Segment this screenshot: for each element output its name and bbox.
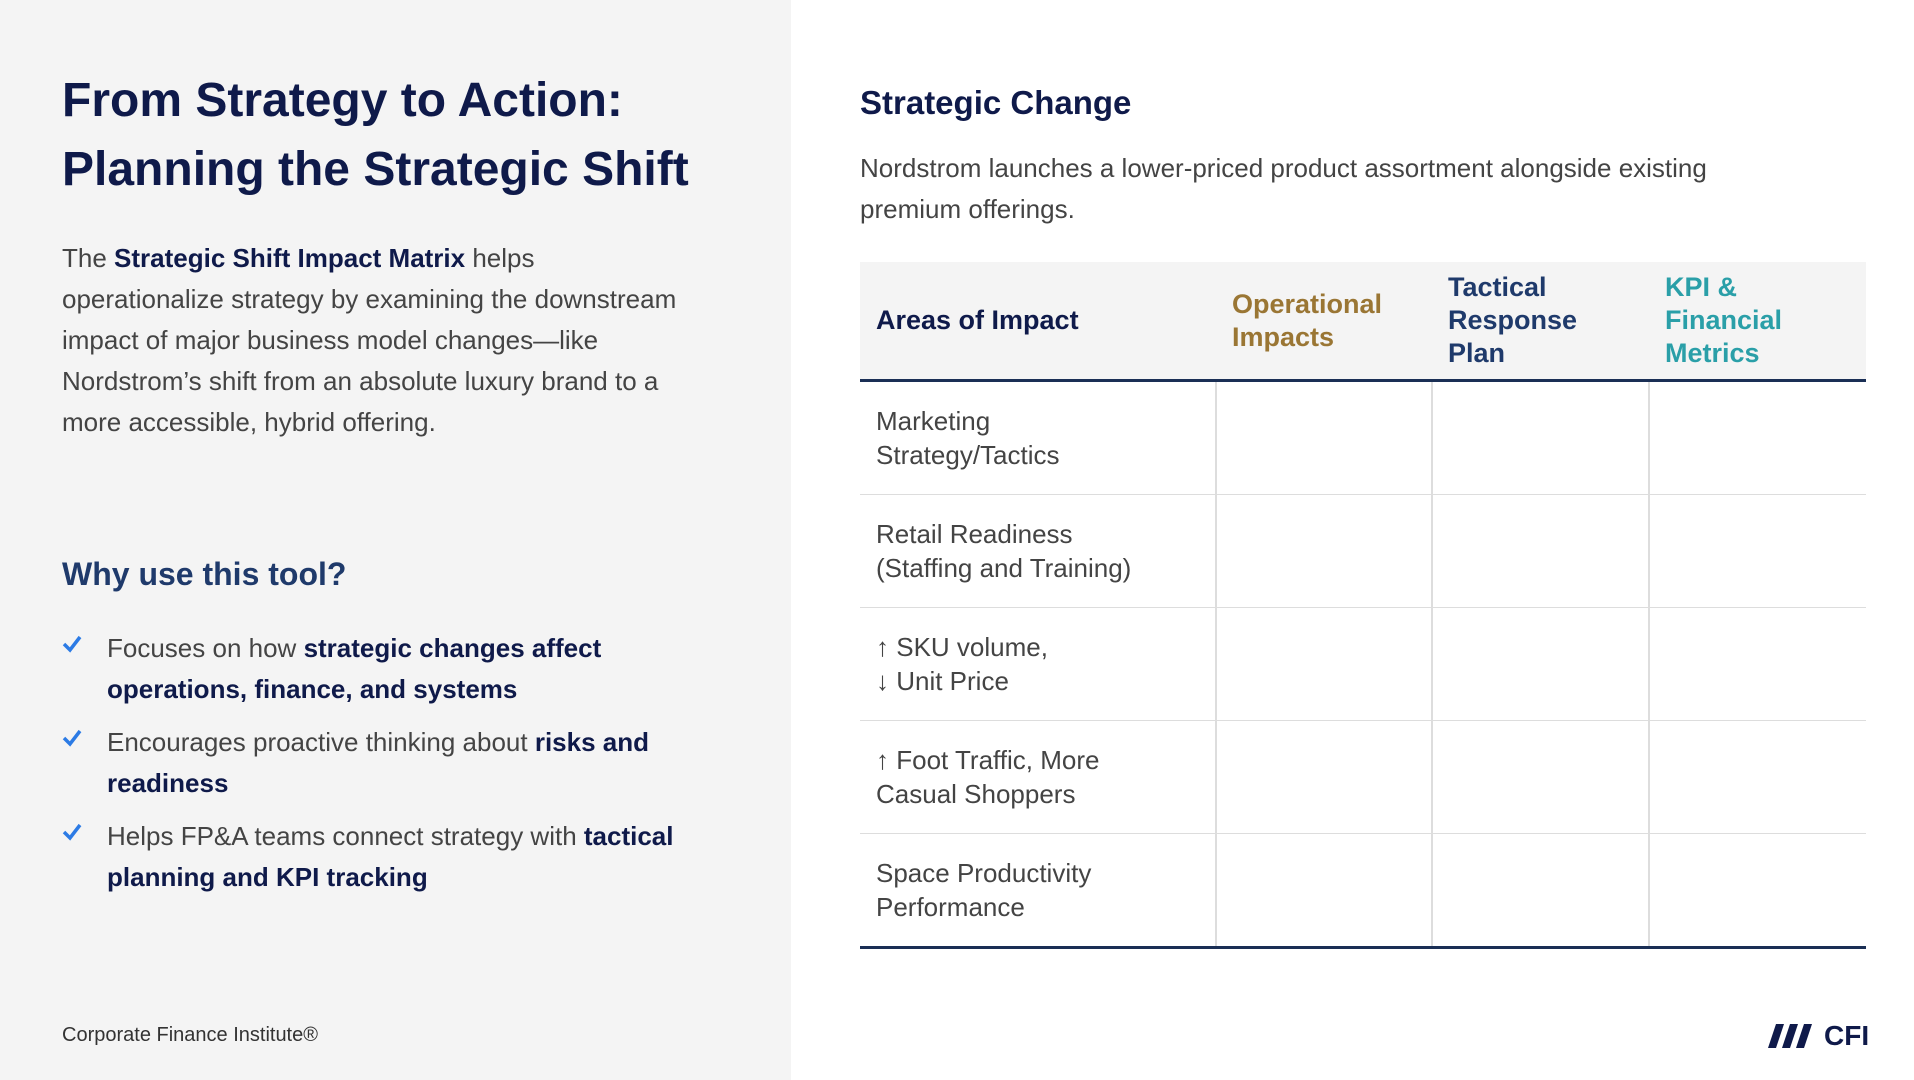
empty-cell xyxy=(1215,833,1432,949)
area-cell: Space Productivity Performance xyxy=(860,833,1216,949)
column-header: Operational Impacts xyxy=(1216,262,1432,382)
bullet: Encourages proactive thinking about risk… xyxy=(62,722,682,804)
table-row: Marketing Strategy/Tactics xyxy=(860,380,1866,495)
title: From Strategy to Action: Planning the St… xyxy=(62,66,689,204)
bullet-bold: risks and readiness xyxy=(107,727,650,798)
empty-cell xyxy=(1431,833,1649,949)
empty-cell xyxy=(1648,607,1866,721)
empty-cell xyxy=(1648,833,1866,949)
logo-mark xyxy=(1768,1024,1812,1048)
empty-cell xyxy=(1215,607,1432,721)
area-cell: ↑ SKU volume, ↓ Unit Price xyxy=(860,607,1216,721)
left-panel xyxy=(0,0,791,1080)
impact-matrix: Areas of Impact Operational Impacts Tactic… xyxy=(860,262,1866,949)
header-row: Areas of Impact Operational Impacts Tactic… xyxy=(860,262,1866,382)
check-icon xyxy=(62,823,82,841)
table-row: ↑ Foot Traffic, More Casual Shoppers xyxy=(860,720,1866,834)
empty-cell xyxy=(1431,720,1649,834)
empty-cell xyxy=(1431,380,1649,495)
area-cell: ↑ Foot Traffic, More Casual Shoppers xyxy=(860,720,1216,834)
empty-cell xyxy=(1431,607,1649,721)
section-heading: Why use this tool? xyxy=(62,556,347,592)
text: helps operationalize strategy by examini… xyxy=(62,243,677,437)
bullet-text: Focuses on how xyxy=(107,633,304,663)
bullet-text: Helps FP&A teams connect strategy with xyxy=(107,821,584,851)
empty-cell xyxy=(1215,494,1432,608)
area-cell: Retail Readiness (Staffing and Training) xyxy=(860,494,1216,608)
text: The xyxy=(62,243,115,273)
bullet-bold: strategic changes affect operations, fin… xyxy=(107,633,602,704)
bold-text: Strategic Shift Impact Matrix xyxy=(114,243,466,273)
bullet: Helps FP&A teams connect strategy with t… xyxy=(62,816,682,898)
description: Nordstrom launches a lower-priced produc… xyxy=(860,153,1707,224)
empty-cell xyxy=(1648,380,1866,495)
footer: Corporate Finance Institute® xyxy=(62,1024,318,1046)
empty-cell xyxy=(1431,494,1649,608)
section-heading: Strategic Change xyxy=(860,84,1132,121)
table-body: Marketing Strategy/Tactics Retail Readine… xyxy=(860,380,1866,949)
intro: The Strategic Shift Impact Matrix helps … xyxy=(62,238,682,443)
bullet-bold: tactical planning and KPI tracking xyxy=(107,821,674,892)
table-row: Retail Readiness (Staffing and Training) xyxy=(860,494,1866,608)
empty-cell xyxy=(1215,720,1432,834)
column-header: KPI & Financial Metrics xyxy=(1649,262,1866,382)
bullet-text: Encourages proactive thinking about xyxy=(107,727,535,757)
title-line: From Strategy to Action: xyxy=(62,74,623,127)
column-header: Areas of Impact xyxy=(860,262,1216,382)
empty-cell xyxy=(1648,720,1866,834)
empty-cell xyxy=(1215,380,1432,495)
check-icon xyxy=(62,635,82,653)
table-row: ↑ SKU volume, ↓ Unit Price xyxy=(860,607,1866,721)
check-icon xyxy=(62,729,82,747)
empty-cell xyxy=(1648,494,1866,608)
title-line: Planning the Strategic Shift xyxy=(62,143,689,196)
logo: CFI xyxy=(1768,1020,1869,1052)
bullet: Focuses on how strategic changes affect … xyxy=(62,628,682,710)
logo-text: CFI xyxy=(1824,1020,1870,1051)
table-row: Space Productivity Performance xyxy=(860,833,1866,949)
column-header: Tactical Response Plan xyxy=(1432,262,1649,382)
bullet-list: Focuses on how strategic changes affect … xyxy=(62,628,682,910)
area-cell: Marketing Strategy/Tactics xyxy=(860,380,1216,495)
